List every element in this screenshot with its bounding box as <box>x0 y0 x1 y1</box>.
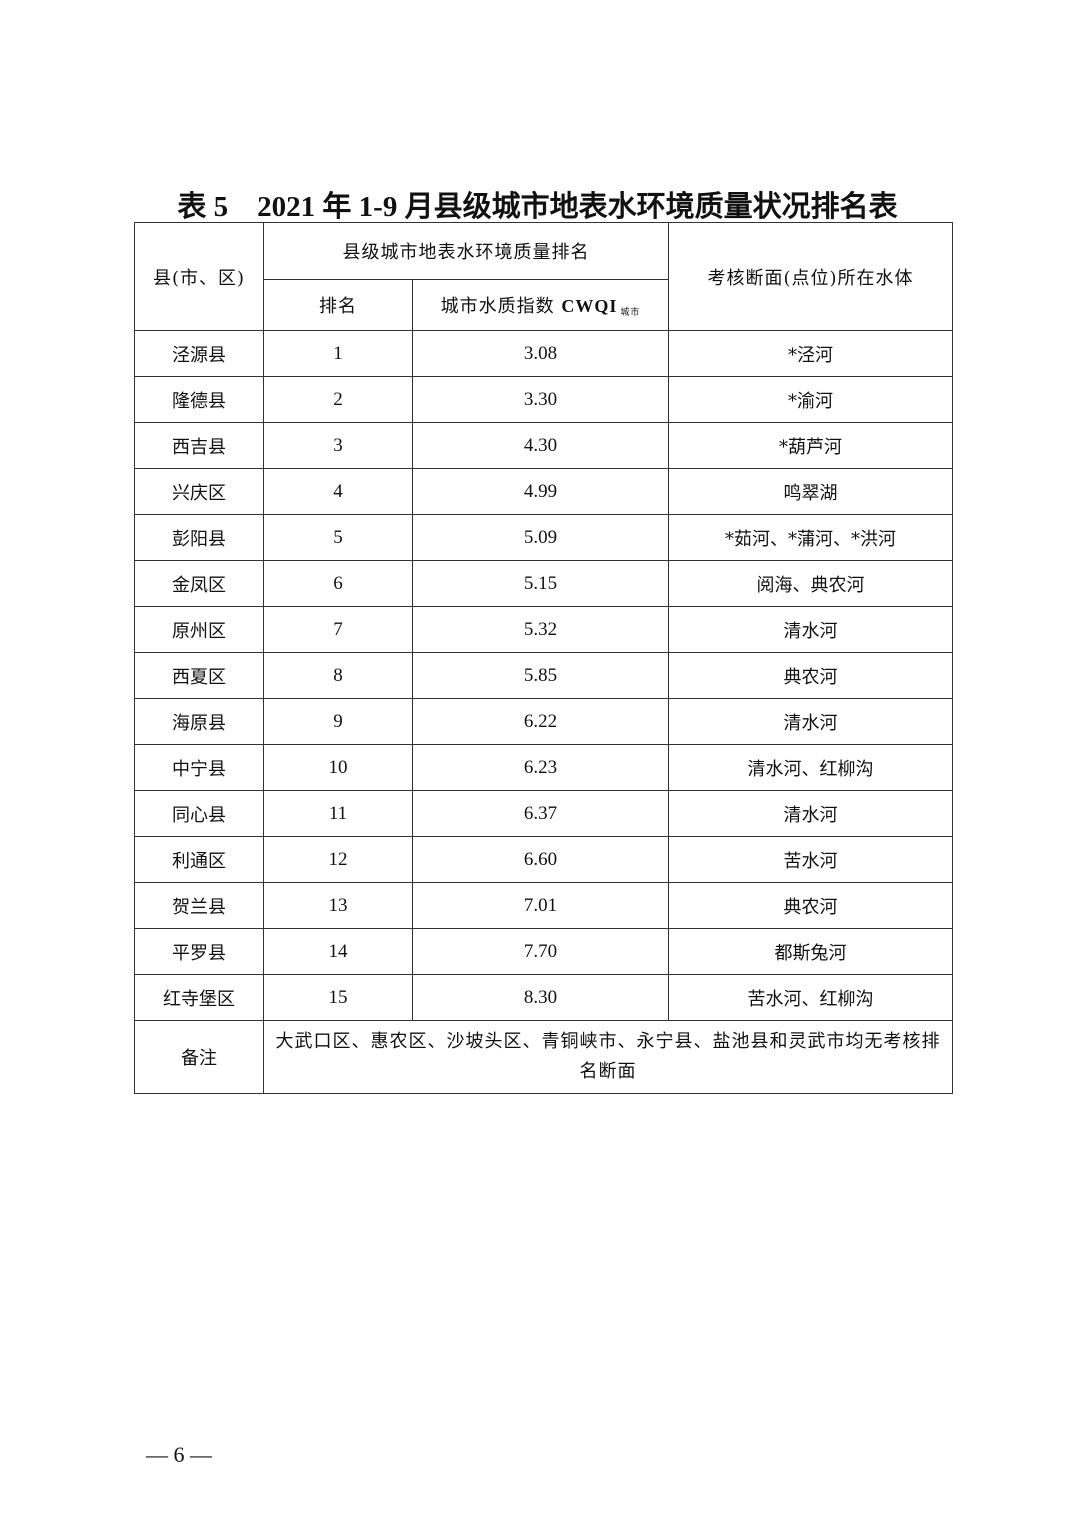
county-cell: 西夏区 <box>134 652 264 699</box>
cwqi-cell: 5.32 <box>412 606 669 653</box>
table-row: 原州区 7 5.32 清水河 <box>134 606 953 653</box>
table-row: 西吉县 3 4.30 *葫芦河 <box>134 422 953 469</box>
table-row: 海原县 9 6.22 清水河 <box>134 698 953 745</box>
county-cell: 贺兰县 <box>134 882 264 929</box>
table-row: 平罗县 14 7.70 都斯兔河 <box>134 928 953 975</box>
table-row: 利通区 12 6.60 苦水河 <box>134 836 953 883</box>
county-cell: 泾源县 <box>134 330 264 377</box>
table-row: 泾源县 1 3.08 *泾河 <box>134 330 953 377</box>
county-cell: 隆德县 <box>134 376 264 423</box>
water-body-cell: 典农河 <box>668 882 953 929</box>
water-body-cell: 清水河 <box>668 698 953 745</box>
table-row: 中宁县 10 6.23 清水河、红柳沟 <box>134 744 953 791</box>
cwqi-cell: 3.30 <box>412 376 669 423</box>
rank-cell: 11 <box>263 790 413 837</box>
ranking-table: 县(市、区) 县级城市地表水环境质量排名 考核断面(点位)所在水体 排名 城市水… <box>134 222 953 1094</box>
header-cwqi-label: 城市水质指数 <box>440 296 555 317</box>
header-row: 县(市、区) 县级城市地表水环境质量排名 考核断面(点位)所在水体 <box>134 222 953 331</box>
header-cwqi: 城市水质指数 CWQI 城市 <box>412 279 669 331</box>
water-body-cell: *茹河、*蒲河、*洪河 <box>668 514 953 561</box>
subheader-row: 排名 城市水质指数 CWQI 城市 <box>135 279 953 331</box>
header-county: 县(市、区) <box>134 222 264 331</box>
note-row: 备注 大武口区、惠农区、沙坡头区、青铜峡市、永宁县、盐池县和灵武市均无考核排名断面 <box>134 1020 953 1094</box>
water-body-cell: 清水河 <box>668 790 953 837</box>
table-row: 彭阳县 5 5.09 *茹河、*蒲河、*洪河 <box>134 514 953 561</box>
header-cwqi-abbr: CWQI <box>561 296 618 316</box>
water-body-cell: 苦水河、红柳沟 <box>668 974 953 1021</box>
county-cell: 西吉县 <box>134 422 264 469</box>
cwqi-cell: 6.60 <box>412 836 669 883</box>
table-title: 表 5 2021 年 1-9 月县级城市地表水环境质量状况排名表 <box>177 191 898 223</box>
rank-cell: 6 <box>263 560 413 607</box>
water-body-cell: 苦水河 <box>668 836 953 883</box>
rank-cell: 7 <box>263 606 413 653</box>
county-cell: 平罗县 <box>134 928 264 975</box>
county-cell: 红寺堡区 <box>134 974 264 1021</box>
county-cell: 中宁县 <box>134 744 264 791</box>
note-label: 备注 <box>134 1020 264 1094</box>
cwqi-cell: 5.15 <box>412 560 669 607</box>
rank-cell: 10 <box>263 744 413 791</box>
header-rank: 排名 <box>263 279 413 331</box>
county-cell: 彭阳县 <box>134 514 264 561</box>
table-row: 同心县 11 6.37 清水河 <box>134 790 953 837</box>
water-body-cell: *泾河 <box>668 330 953 377</box>
cwqi-cell: 3.08 <box>412 330 669 377</box>
rank-cell: 15 <box>263 974 413 1021</box>
water-body-cell: 阅海、典农河 <box>668 560 953 607</box>
cwqi-cell: 5.09 <box>412 514 669 561</box>
water-body-cell: 典农河 <box>668 652 953 699</box>
water-body-cell: 鸣翠湖 <box>668 468 953 515</box>
table-row: 隆德县 2 3.30 *渝河 <box>134 376 953 423</box>
cwqi-cell: 4.30 <box>412 422 669 469</box>
note-text: 大武口区、惠农区、沙坡头区、青铜峡市、永宁县、盐池县和灵武市均无考核排名断面 <box>263 1020 953 1094</box>
cwqi-cell: 7.01 <box>412 882 669 929</box>
page-number: — 6 — <box>146 1442 212 1467</box>
water-body-cell: *渝河 <box>668 376 953 423</box>
rank-cell: 1 <box>263 330 413 377</box>
water-body-cell: 清水河、红柳沟 <box>668 744 953 791</box>
county-cell: 原州区 <box>134 606 264 653</box>
header-water-body: 考核断面(点位)所在水体 <box>668 222 953 331</box>
county-cell: 金凤区 <box>134 560 264 607</box>
rank-cell: 4 <box>263 468 413 515</box>
water-body-cell: *葫芦河 <box>668 422 953 469</box>
county-cell: 兴庆区 <box>134 468 264 515</box>
cwqi-cell: 8.30 <box>412 974 669 1021</box>
table-row: 金凤区 6 5.15 阅海、典农河 <box>134 560 953 607</box>
table-row: 红寺堡区 15 8.30 苦水河、红柳沟 <box>134 974 953 1021</box>
rank-cell: 5 <box>263 514 413 561</box>
cwqi-cell: 7.70 <box>412 928 669 975</box>
cwqi-cell: 5.85 <box>412 652 669 699</box>
rank-cell: 14 <box>263 928 413 975</box>
rank-cell: 2 <box>263 376 413 423</box>
cwqi-cell: 6.37 <box>412 790 669 837</box>
rank-cell: 12 <box>263 836 413 883</box>
header-cwqi-subscript: 城市 <box>620 308 641 318</box>
cwqi-cell: 4.99 <box>412 468 669 515</box>
rank-cell: 3 <box>263 422 413 469</box>
table-row: 西夏区 8 5.85 典农河 <box>134 652 953 699</box>
county-cell: 利通区 <box>134 836 264 883</box>
water-body-cell: 清水河 <box>668 606 953 653</box>
header-group: 县级城市地表水环境质量排名 <box>263 222 669 280</box>
rank-cell: 9 <box>263 698 413 745</box>
water-body-cell: 都斯兔河 <box>668 928 953 975</box>
cwqi-cell: 6.23 <box>412 744 669 791</box>
table-row: 兴庆区 4 4.99 鸣翠湖 <box>134 468 953 515</box>
rank-cell: 8 <box>263 652 413 699</box>
rank-cell: 13 <box>263 882 413 929</box>
table-row: 贺兰县 13 7.01 典农河 <box>134 882 953 929</box>
county-cell: 海原县 <box>134 698 264 745</box>
county-cell: 同心县 <box>134 790 264 837</box>
cwqi-cell: 6.22 <box>412 698 669 745</box>
